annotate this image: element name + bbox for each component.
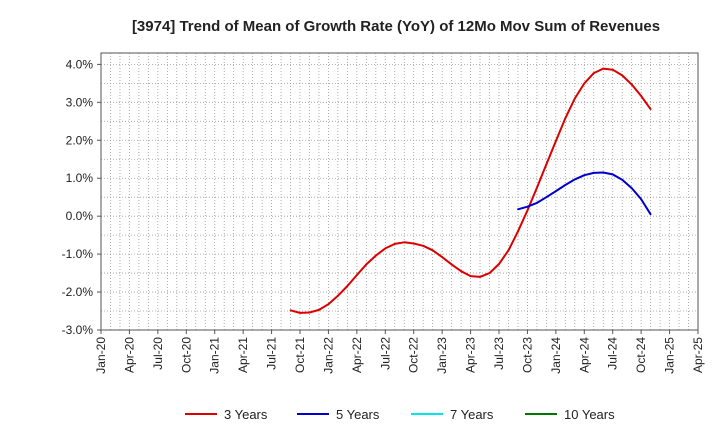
data-point: [374, 254, 377, 257]
data-point: [355, 274, 358, 276]
data-point: [365, 263, 368, 266]
data-point: [517, 208, 519, 211]
x-tick-label: Apr-25: [691, 337, 705, 373]
x-tick-label: Oct-22: [407, 337, 421, 373]
y-tick-label: 1.0%: [66, 171, 94, 185]
data-point: [346, 285, 349, 287]
x-tick-label: Apr-20: [122, 337, 136, 373]
data-point: [450, 263, 453, 266]
data-point: [573, 178, 576, 181]
data-point: [337, 294, 339, 297]
x-tick-label: Jan-20: [94, 337, 108, 374]
data-point: [507, 249, 510, 252]
y-tick-label: -2.0%: [62, 285, 94, 299]
data-point: [545, 196, 548, 199]
data-point: [611, 173, 614, 176]
data-point: [640, 94, 643, 97]
data-point: [526, 205, 529, 208]
x-tick-label: Jan-23: [435, 337, 449, 374]
data-point: [327, 303, 330, 306]
data-point: [460, 270, 462, 273]
x-tick-label: Apr-21: [236, 337, 250, 373]
data-point: [299, 312, 301, 314]
y-tick-label: -3.0%: [62, 323, 94, 337]
x-tick-label: Jul-23: [492, 337, 506, 370]
grid: [101, 53, 698, 330]
data-point: [536, 186, 538, 189]
data-point: [526, 209, 529, 212]
data-point: [469, 275, 472, 278]
data-point: [621, 74, 624, 77]
x-tick-label: Jan-24: [549, 337, 563, 374]
axes: -3.0% -2.0% -1.0% 0.0% 1.0% 2.0% 3.0% 4.0% Jan-2…: [62, 52, 705, 374]
x-tick-label: Apr-22: [350, 337, 364, 373]
y-tick-label: 2.0%: [66, 133, 94, 147]
x-tick-label: Apr-23: [464, 337, 478, 373]
x-tick-label: Jul-21: [265, 337, 279, 370]
data-point: [602, 67, 605, 70]
data-point: [536, 201, 538, 204]
data-point: [573, 97, 576, 100]
data-point: [649, 108, 652, 111]
data-point: [630, 187, 633, 189]
data-point: [554, 140, 557, 142]
y-tick-label: 0.0%: [66, 209, 94, 223]
x-tick-label: Oct-21: [293, 337, 307, 373]
y-tick-label: 4.0%: [66, 57, 94, 71]
data-point: [592, 172, 595, 174]
data-point: [545, 163, 548, 166]
x-tick-label: Oct-20: [179, 337, 193, 373]
plot-frame: [100, 52, 699, 331]
data-point: [289, 309, 292, 312]
data-point: [517, 230, 519, 233]
data-point: [554, 190, 557, 193]
y-tick-label: -1.0%: [62, 247, 94, 261]
x-tick-label: Jul-24: [606, 337, 620, 370]
data-point: [431, 249, 434, 252]
legend-label: 7 Years: [450, 407, 494, 422]
data-point: [403, 241, 406, 244]
legend-label: 10 Years: [564, 407, 615, 422]
plot-area: [101, 53, 698, 330]
data-point: [479, 275, 481, 278]
chart-title: [3974] Trend of Mean of Growth Rate (YoY…: [132, 18, 660, 35]
x-tick-label: Oct-23: [520, 337, 534, 373]
x-tick-label: Jan-22: [321, 337, 335, 374]
series-lines: [289, 67, 652, 314]
data-point: [649, 213, 652, 216]
data-point: [602, 171, 605, 174]
data-point: [412, 242, 415, 245]
data-point: [564, 184, 567, 186]
data-point: [488, 272, 491, 274]
data-point: [393, 242, 396, 245]
data-point: [384, 247, 387, 250]
data-point: [564, 117, 567, 120]
data-point: [422, 244, 425, 247]
x-tick-label: Apr-24: [577, 337, 591, 373]
legend-label: 5 Years: [336, 407, 380, 422]
x-tick-label: Jul-20: [151, 337, 165, 370]
data-point: [583, 174, 586, 177]
x-tick-label: Jul-22: [378, 337, 392, 370]
x-tick-label: Oct-24: [634, 337, 648, 373]
y-tick-label: 3.0%: [66, 95, 94, 109]
data-point: [621, 178, 624, 181]
data-point: [630, 83, 633, 86]
data-point: [583, 82, 586, 85]
data-point: [640, 198, 643, 200]
legend: 3 Years 5 Years 7 Years 10 Years: [185, 407, 615, 422]
data-point: [441, 256, 444, 259]
data-point: [498, 263, 500, 265]
data-point: [611, 68, 614, 71]
legend-label: 3 Years: [224, 407, 268, 422]
x-tick-label: Jan-25: [663, 337, 677, 374]
data-point: [308, 311, 311, 314]
x-tick-label: Jan-21: [208, 337, 222, 374]
data-point: [592, 72, 595, 75]
data-point: [318, 308, 320, 311]
